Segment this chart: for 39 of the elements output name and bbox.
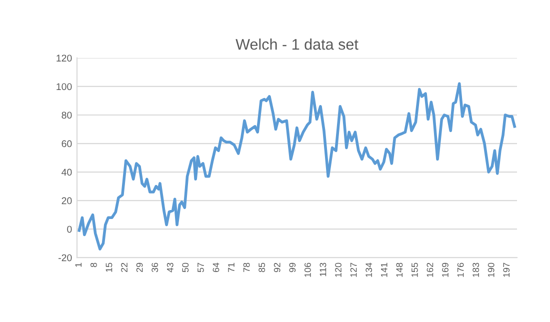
x-tick-label: 1	[75, 262, 82, 267]
x-tick-label: 71	[228, 262, 234, 272]
y-tick-label: 80	[62, 112, 72, 119]
x-tick-label: 148	[396, 262, 403, 277]
y-tick-label: 40	[62, 168, 72, 176]
x-tick-label: 85	[258, 262, 266, 272]
x-tick-label: 183	[472, 262, 480, 277]
x-tick-label: 120	[335, 262, 342, 277]
x-tick-label: 141	[381, 262, 388, 277]
chart-title: Welch - 1 data set	[236, 38, 358, 50]
x-tick-label: 106	[304, 262, 311, 277]
x-tick-label: 36	[152, 262, 158, 272]
x-tick-label: 43	[166, 262, 174, 272]
x-tick-label: 29	[136, 262, 143, 272]
x-tick-label: 190	[488, 262, 494, 277]
x-tick-label: 169	[442, 262, 448, 277]
y-tick-label: 20	[62, 197, 72, 204]
x-tick-label: 50	[182, 262, 189, 272]
x-tick-label: 92	[274, 262, 280, 272]
x-tick-label: 127	[350, 262, 357, 277]
x-tick-label: 99	[289, 262, 296, 272]
y-tick-label: 100	[56, 83, 72, 90]
x-tick-label: 15	[106, 262, 112, 272]
x-tick-label: 197	[503, 262, 510, 277]
x-tick-label: 155	[412, 262, 418, 277]
y-tick-label: 0	[67, 226, 72, 233]
y-tick-label: -20	[58, 254, 72, 262]
x-tick-label: 78	[243, 262, 250, 272]
y-tick-label: 60	[62, 140, 72, 148]
x-tick-label: 8	[90, 262, 97, 268]
x-tick-label: 162	[426, 262, 434, 277]
x-tick-label: 57	[198, 262, 204, 272]
x-tick-label: 176	[457, 262, 464, 277]
x-tick-label: 134	[366, 262, 372, 277]
x-tick-label: 64	[212, 262, 220, 272]
x-tick-label: 22	[121, 262, 128, 272]
y-tick-label: 120	[56, 54, 72, 62]
x-tick-label: 113	[320, 262, 326, 276]
line-series	[78, 82, 516, 250]
